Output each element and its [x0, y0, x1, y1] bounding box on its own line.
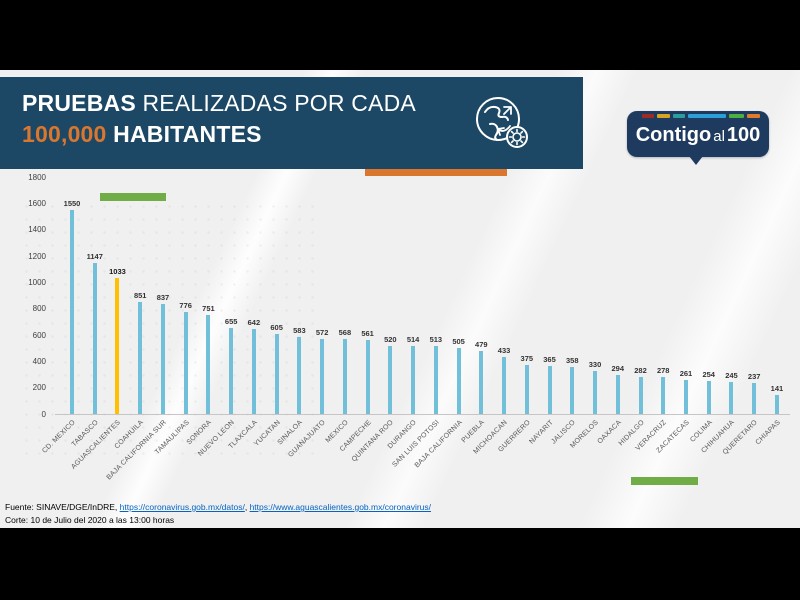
logo-strip-segment	[657, 114, 670, 118]
page-title: PRUEBAS REALIZADAS POR CADA 100,000 HABI…	[22, 88, 416, 150]
title-word-pruebas: PRUEBAS	[22, 90, 136, 116]
title-number-accent: 100,000	[22, 121, 107, 147]
letterbox-top	[0, 0, 800, 70]
green-highlight-bar-top	[100, 193, 166, 201]
source-separator: ,	[244, 502, 250, 512]
logo-strip-segment	[673, 114, 685, 118]
source-line: Fuente: SINAVE/DGE/InDRE, https://corona…	[5, 501, 431, 514]
source-link-coronavirus-gob[interactable]: https://coronavirus.gob.mx/datos/	[119, 502, 245, 512]
contigo-al-100-logo: Contigo al 100	[627, 111, 769, 165]
footer: Fuente: SINAVE/DGE/InDRE, https://corona…	[5, 501, 431, 526]
title-line1-rest: REALIZADAS POR CADA	[135, 90, 416, 116]
letterbox-bottom	[0, 528, 800, 600]
logo-word-al: al	[713, 128, 725, 145]
source-prefix: Fuente: SINAVE/DGE/InDRE,	[5, 502, 120, 512]
logo-strip-segment	[688, 114, 726, 118]
green-highlight-bar-bottom	[631, 477, 698, 485]
logo-strip-segment	[747, 114, 760, 118]
globe-virus-icon	[476, 97, 528, 148]
logo-word-contigo: Contigo	[635, 124, 712, 146]
header-banner: PRUEBAS REALIZADAS POR CADA 100,000 HABI…	[0, 77, 583, 169]
title-line2-rest: HABITANTES	[106, 121, 262, 147]
logo-speech-tail	[689, 156, 703, 165]
cutoff-line: Corte: 10 de Julio del 2020 a las 13:00 …	[5, 514, 175, 525]
logo-color-strip	[642, 114, 760, 118]
dot-pattern-decoration	[20, 200, 320, 460]
logo-word-100: 100	[726, 124, 761, 146]
logo-strip-segment	[729, 114, 744, 118]
orange-accent-bar	[365, 169, 507, 176]
source-link-aguascalientes[interactable]: https://www.aguascalientes.gob.mx/corona…	[249, 502, 431, 512]
logo-strip-segment	[642, 114, 654, 118]
logo-text: Contigo al 100	[627, 120, 769, 152]
